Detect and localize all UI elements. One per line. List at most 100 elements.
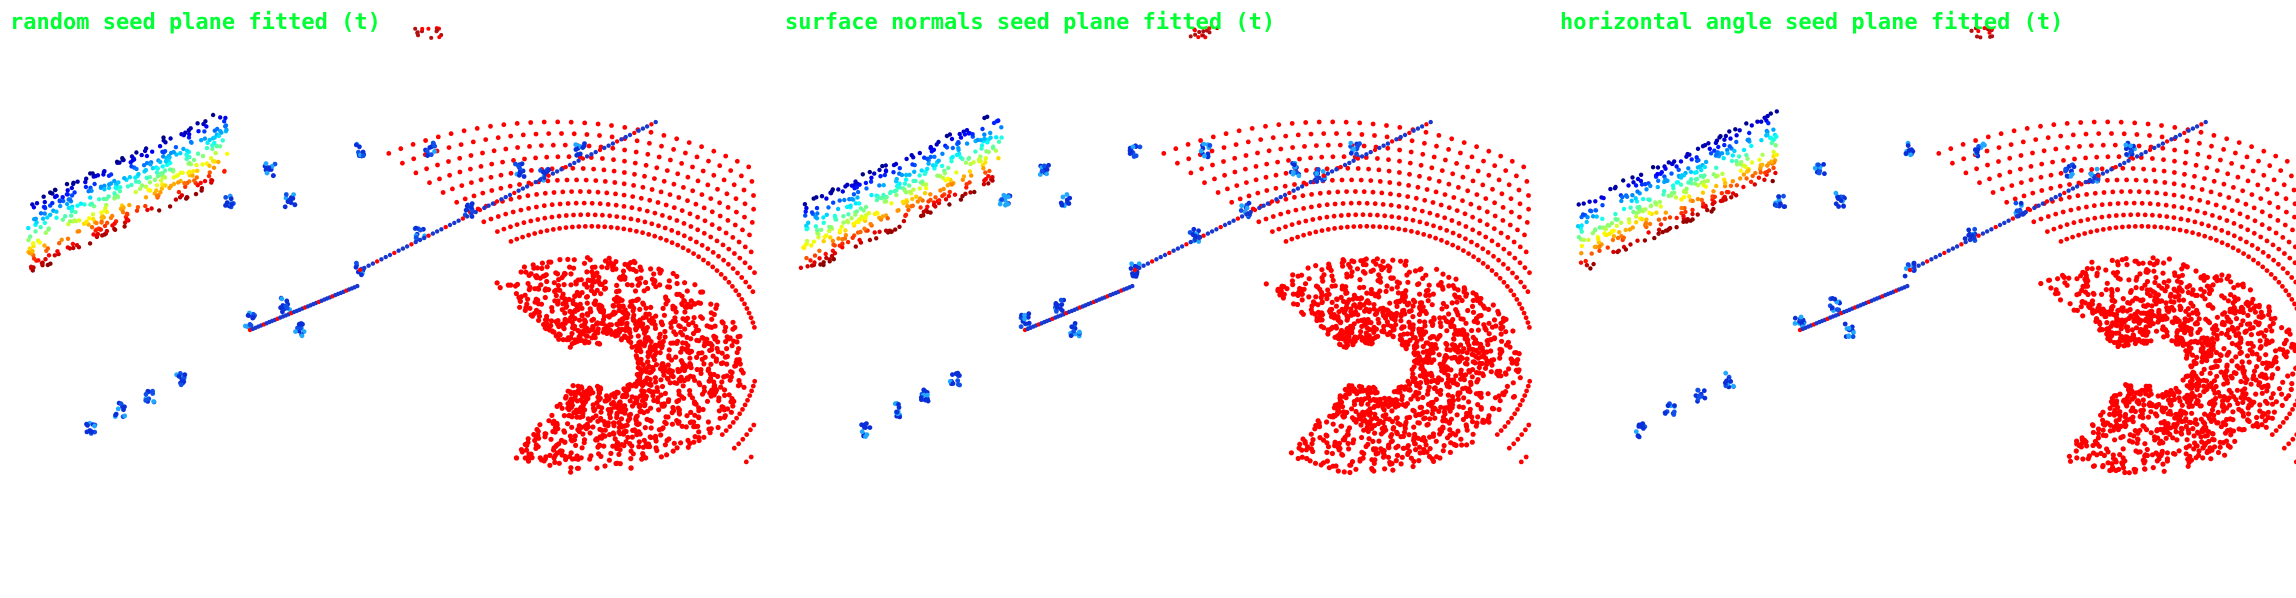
ring-point bbox=[732, 222, 738, 228]
object-point bbox=[864, 421, 869, 426]
ring-point bbox=[688, 236, 693, 242]
ground-point bbox=[2214, 314, 2220, 320]
ground-point bbox=[707, 347, 713, 353]
ring-point bbox=[1229, 199, 1235, 205]
ground-point bbox=[1460, 375, 1466, 381]
ground-point bbox=[681, 297, 687, 304]
ring-point bbox=[742, 201, 748, 207]
ring-point bbox=[1253, 177, 1259, 183]
ground-point bbox=[1329, 283, 1335, 289]
ring-point bbox=[621, 215, 627, 221]
ground-point bbox=[1430, 399, 1436, 405]
ring-point bbox=[478, 164, 484, 169]
ground-point bbox=[1433, 345, 1439, 351]
ring-point bbox=[611, 168, 617, 174]
ring-point bbox=[595, 189, 601, 195]
structure-point bbox=[28, 234, 33, 239]
ground-point bbox=[581, 260, 588, 266]
ground-point bbox=[1423, 310, 1429, 316]
ground-point bbox=[1443, 364, 1449, 370]
ring-point bbox=[595, 121, 601, 127]
ring-point bbox=[711, 172, 717, 178]
ground-point bbox=[1446, 420, 1452, 426]
ground-point bbox=[600, 310, 606, 316]
ring-point bbox=[1443, 157, 1448, 163]
ring-point bbox=[514, 121, 520, 126]
ground-point bbox=[730, 319, 736, 325]
ground-point bbox=[1371, 460, 1377, 466]
object-point bbox=[1128, 266, 1134, 271]
ground-point bbox=[1418, 308, 1424, 314]
ground-point bbox=[1347, 462, 1353, 468]
structure-point bbox=[874, 236, 879, 241]
ground-point bbox=[1360, 261, 1366, 268]
ring-point bbox=[1313, 229, 1319, 235]
ground-point bbox=[1509, 360, 1515, 366]
curb-point bbox=[602, 145, 607, 151]
ground-point bbox=[625, 434, 631, 440]
ground-point bbox=[1329, 273, 1335, 279]
ground-point bbox=[658, 432, 664, 438]
structure-point bbox=[162, 168, 168, 173]
ground-point bbox=[1421, 368, 1428, 374]
ground-point bbox=[1498, 347, 1504, 353]
ground-point bbox=[725, 406, 731, 412]
ground-point bbox=[701, 388, 708, 394]
ring-point bbox=[1523, 315, 1529, 321]
ground-point bbox=[1498, 331, 1504, 337]
structure-point bbox=[31, 205, 37, 210]
ground-point bbox=[542, 294, 548, 301]
ground-point bbox=[572, 433, 578, 439]
object-point bbox=[1137, 144, 1143, 150]
structure-point bbox=[919, 168, 924, 173]
ground-point bbox=[1344, 342, 1351, 348]
ground-point bbox=[518, 447, 525, 453]
structure-point bbox=[824, 255, 829, 261]
curb-point bbox=[1171, 248, 1176, 253]
ground-point bbox=[1444, 328, 1450, 334]
ground-point bbox=[1401, 331, 1407, 337]
ring-point bbox=[1437, 225, 1443, 231]
ring-point bbox=[1476, 257, 1481, 263]
ground-point bbox=[691, 439, 697, 445]
structure-point bbox=[981, 182, 987, 187]
curb-point bbox=[1278, 194, 1283, 200]
structure-point bbox=[966, 156, 971, 161]
structure-point bbox=[104, 228, 110, 234]
ground-point bbox=[630, 266, 637, 273]
curb-point bbox=[512, 190, 517, 196]
curb-point bbox=[370, 261, 376, 266]
ring-point bbox=[517, 194, 522, 200]
ground-point bbox=[721, 414, 728, 420]
ground-point bbox=[653, 362, 660, 368]
ring-point bbox=[1474, 144, 1479, 150]
ring-point bbox=[644, 208, 650, 214]
ground-point bbox=[687, 355, 693, 361]
ground-point bbox=[1386, 445, 1392, 451]
curb-point bbox=[452, 220, 457, 226]
ground-point bbox=[576, 293, 583, 299]
curb-point bbox=[1235, 216, 1241, 221]
ground-point bbox=[1426, 453, 1433, 460]
structure-point bbox=[945, 176, 951, 181]
structure-point bbox=[133, 189, 138, 195]
structure-point bbox=[66, 197, 71, 202]
ground-point bbox=[1389, 401, 1395, 407]
structure-point bbox=[925, 209, 930, 215]
structure-point bbox=[223, 124, 228, 129]
structure-point bbox=[142, 148, 148, 154]
curb-point bbox=[614, 139, 620, 144]
structure-point bbox=[43, 230, 48, 235]
structure-point bbox=[122, 224, 127, 229]
ground-point bbox=[642, 401, 648, 407]
structure-point bbox=[73, 218, 79, 224]
ring-point bbox=[633, 149, 639, 155]
structure-point bbox=[963, 160, 969, 165]
ground-point bbox=[1420, 343, 1426, 350]
ring-point bbox=[723, 428, 729, 433]
ground-point bbox=[1440, 271, 1446, 277]
object-point bbox=[1136, 261, 1142, 267]
structure-point bbox=[176, 189, 182, 195]
ring-point bbox=[526, 206, 531, 211]
ground-point bbox=[648, 266, 654, 272]
